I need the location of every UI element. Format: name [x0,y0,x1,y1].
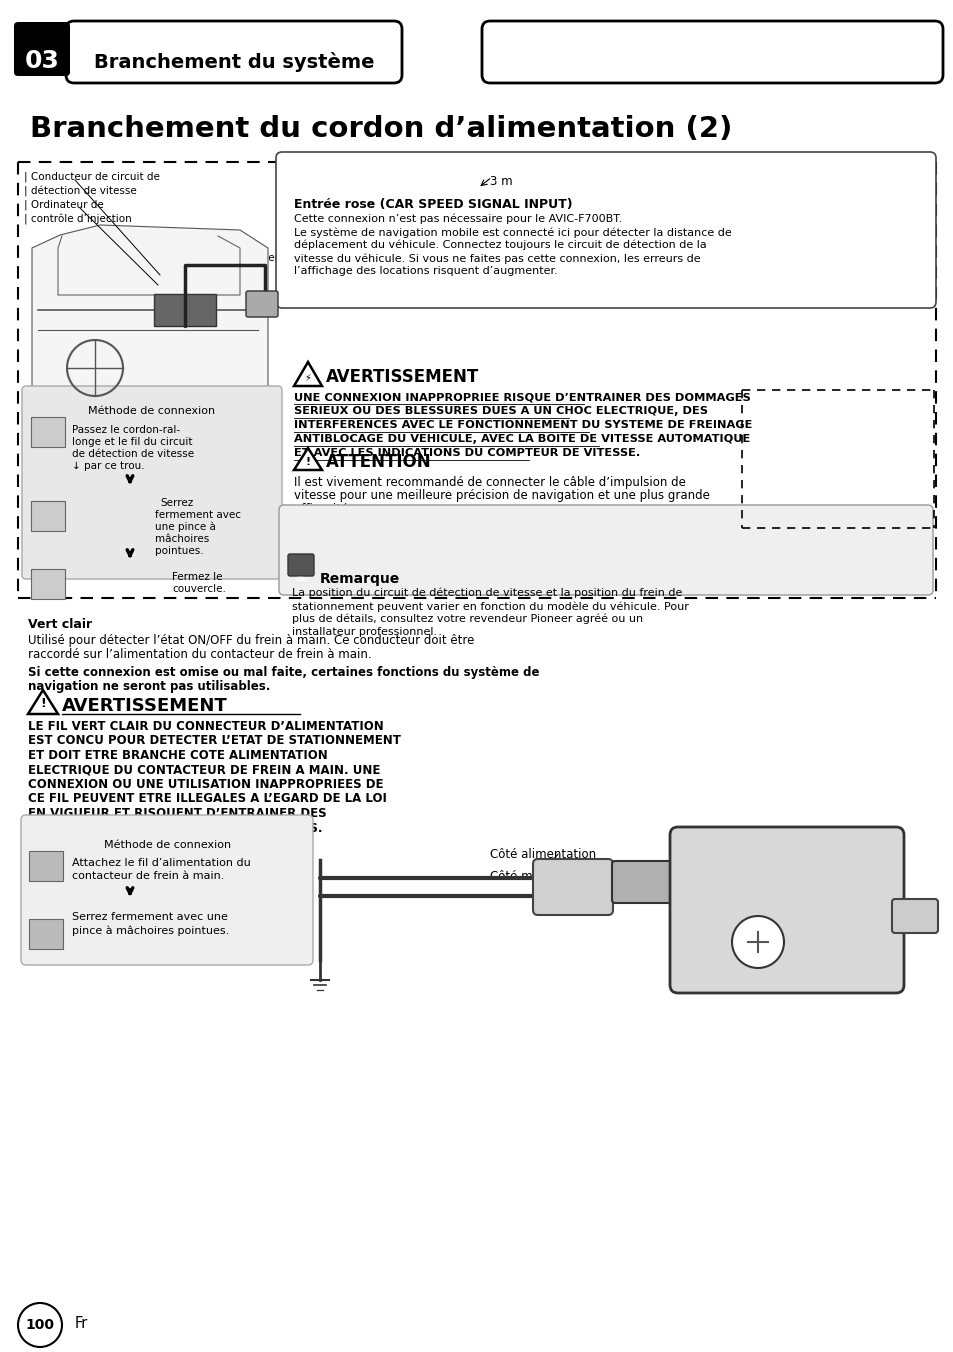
Polygon shape [294,448,322,470]
Text: vitesse du véhicule. Si vous ne faites pas cette connexion, les erreurs de: vitesse du véhicule. Si vous ne faites p… [294,253,700,264]
Text: couvercle.: couvercle. [172,584,226,594]
FancyBboxPatch shape [275,151,935,308]
Text: 3 m: 3 m [490,174,512,188]
Text: navigation ne seront pas utilisables.: navigation ne seront pas utilisables. [28,680,270,694]
Text: pointues.: pointues. [154,546,203,556]
Text: INTERFERENCES AVEC LE FONCTIONNEMENT DU SYSTEME DE FREINAGE: INTERFERENCES AVEC LE FONCTIONNEMENT DU … [294,420,752,430]
FancyBboxPatch shape [278,506,932,595]
FancyBboxPatch shape [29,850,63,882]
Polygon shape [28,690,58,714]
Text: Cette connexion n’est pas nécessaire pour le AVIC-F700BT.: Cette connexion n’est pas nécessaire pou… [294,214,621,224]
Text: ET AVEC LES INDICATIONS DU COMPTEUR DE VITESSE.: ET AVEC LES INDICATIONS DU COMPTEUR DE V… [294,448,639,458]
Text: déplacement du véhicule. Connectez toujours le circuit de détection de la: déplacement du véhicule. Connectez toujo… [294,241,706,250]
Text: pince à mâchoires pointues.: pince à mâchoires pointues. [71,925,229,936]
Circle shape [731,917,783,968]
FancyBboxPatch shape [612,861,672,903]
Text: longe et le fil du circuit: longe et le fil du circuit [71,437,193,448]
Text: AVERTISSEMENT: AVERTISSEMENT [62,698,228,715]
Text: Serrez: Serrez [160,498,193,508]
Text: Le système de navigation mobile est connecté ici pour détecter la distance de: Le système de navigation mobile est conn… [294,227,731,238]
Text: Si cette connexion est omise ou mal faite, certaines fonctions du système de: Si cette connexion est omise ou mal fait… [28,667,539,679]
Text: | Conducteur de circuit de: | Conducteur de circuit de [24,172,160,183]
Text: ↓ par ce trou.: ↓ par ce trou. [71,461,145,470]
FancyBboxPatch shape [288,554,314,576]
Text: 100: 100 [26,1318,54,1332]
Text: Attachez le fil d’alimentation du: Attachez le fil d’alimentation du [71,859,251,868]
Text: raccordé sur l’alimentation du contacteur de frein à main.: raccordé sur l’alimentation du contacteu… [28,648,372,661]
Text: Branchement du cordon d’alimentation (2): Branchement du cordon d’alimentation (2) [30,115,732,143]
Text: ✏: ✏ [294,573,307,587]
FancyBboxPatch shape [30,502,65,531]
Text: Côté masse: Côté masse [490,869,558,883]
Text: BLESSURES SERIEUSES OU DES DOMMAGES.: BLESSURES SERIEUSES OU DES DOMMAGES. [28,822,322,834]
FancyBboxPatch shape [891,899,937,933]
Text: CE FIL PEUVENT ETRE ILLEGALES A L’EGARD DE LA LOI: CE FIL PEUVENT ETRE ILLEGALES A L’EGARD … [28,792,387,806]
Circle shape [18,1303,62,1347]
Text: CONNEXION OU UNE UTILISATION INAPPROPRIEES DE: CONNEXION OU UNE UTILISATION INAPPROPRIE… [28,777,383,791]
Text: Méthode de connexion: Méthode de connexion [89,406,215,416]
Text: ATTENTION: ATTENTION [326,453,431,470]
Text: Méthode de connexion: Méthode de connexion [104,840,232,850]
Text: ET DOIT ETRE BRANCHE COTE ALIMENTATION: ET DOIT ETRE BRANCHE COTE ALIMENTATION [28,749,328,763]
Text: SERIEUX OU DES BLESSURES DUES A UN CHOC ELECTRIQUE, DES: SERIEUX OU DES BLESSURES DUES A UN CHOC … [294,406,707,416]
Text: LE FIL VERT CLAIR DU CONNECTEUR D’ALIMENTATION: LE FIL VERT CLAIR DU CONNECTEUR D’ALIMEN… [28,721,383,733]
Text: ELECTRIQUE DU CONTACTEUR DE FREIN A MAIN. UNE: ELECTRIQUE DU CONTACTEUR DE FREIN A MAIN… [28,764,380,776]
Text: stationnement peuvent varier en fonction du modèle du véhicule. Pour: stationnement peuvent varier en fonction… [292,602,688,611]
Text: Fermez le: Fermez le [172,572,222,581]
Text: Utilisé pour détecter l’état ON/OFF du frein à main. Ce conducteur doit être: Utilisé pour détecter l’état ON/OFF du f… [28,634,474,648]
Text: Remarque: Remarque [319,572,400,585]
FancyBboxPatch shape [30,569,65,599]
Text: Fr: Fr [75,1315,89,1330]
Text: La position du circuit de détection de vitesse et la position du frein de: La position du circuit de détection de v… [292,588,681,599]
Text: Entrée rose (CAR SPEED SIGNAL INPUT): Entrée rose (CAR SPEED SIGNAL INPUT) [294,197,572,211]
Text: UNE CONNEXION INAPPROPRIEE RISQUE D’ENTRAINER DES DOMMAGES: UNE CONNEXION INAPPROPRIEE RISQUE D’ENTR… [294,392,750,402]
Text: de détection de vitesse: de détection de vitesse [71,449,193,458]
Text: mâchoires: mâchoires [154,534,209,544]
Text: Branchement du système: Branchement du système [93,51,374,72]
Text: 03: 03 [25,49,59,73]
Text: Section: Section [30,22,76,32]
FancyBboxPatch shape [21,815,313,965]
FancyBboxPatch shape [481,22,942,82]
FancyBboxPatch shape [246,291,277,316]
Text: Serrez fermement avec une: Serrez fermement avec une [71,913,228,922]
FancyBboxPatch shape [66,22,401,82]
Text: | détection de vitesse: | détection de vitesse [24,187,136,197]
Text: ANTIBLOCAGE DU VEHICULE, AVEC LA BOITE DE VITESSE AUTOMATIQUE: ANTIBLOCAGE DU VEHICULE, AVEC LA BOITE D… [294,434,749,443]
Text: Contacteur de frein à main: Contacteur de frein à main [689,975,848,988]
Text: Vert clair: Vert clair [28,618,92,631]
Text: une pince à: une pince à [154,522,215,533]
Text: ⚡: ⚡ [304,373,311,383]
Text: | Ordinateur de: | Ordinateur de [24,200,104,211]
Text: l’affichage des locations risquent d’augmenter.: l’affichage des locations risquent d’aug… [294,266,558,276]
Text: Il est vivement recommandé de connecter le câble d’impulsion de: Il est vivement recommandé de connecter … [294,476,685,489]
Text: !: ! [305,457,311,466]
Text: plus de détails, consultez votre revendeur Pioneer agréé ou un: plus de détails, consultez votre revende… [292,614,642,625]
Text: AVERTISSEMENT: AVERTISSEMENT [326,368,478,387]
Text: installateur professionnel.: installateur professionnel. [292,627,436,637]
Text: !: ! [40,698,46,710]
Text: fermement avec: fermement avec [154,510,241,521]
FancyBboxPatch shape [669,827,903,992]
FancyBboxPatch shape [533,859,613,915]
Text: vitesse pour une meilleure précision de navigation et une plus grande: vitesse pour une meilleure précision de … [294,489,709,503]
Text: EN VIGUEUR ET RISQUENT D’ENTRAINER DES: EN VIGUEUR ET RISQUENT D’ENTRAINER DES [28,807,326,821]
Text: | contrôle d’injection: | contrôle d’injection [24,214,132,224]
Text: EST CONCU POUR DETECTER L’ETAT DE STATIONNEMENT: EST CONCU POUR DETECTER L’ETAT DE STATIO… [28,734,400,748]
FancyBboxPatch shape [22,387,282,579]
Polygon shape [32,224,268,397]
Text: efficacité.: efficacité. [294,503,352,516]
Text: Passez le cordon-ral-: Passez le cordon-ral- [71,425,180,435]
FancyBboxPatch shape [29,919,63,949]
FancyBboxPatch shape [153,293,215,326]
Text: Connecteur: Connecteur [225,253,285,264]
Text: Côté alimentation: Côté alimentation [490,848,596,861]
FancyBboxPatch shape [30,416,65,448]
FancyBboxPatch shape [14,22,70,76]
Polygon shape [294,362,322,387]
Text: contacteur de frein à main.: contacteur de frein à main. [71,871,224,882]
